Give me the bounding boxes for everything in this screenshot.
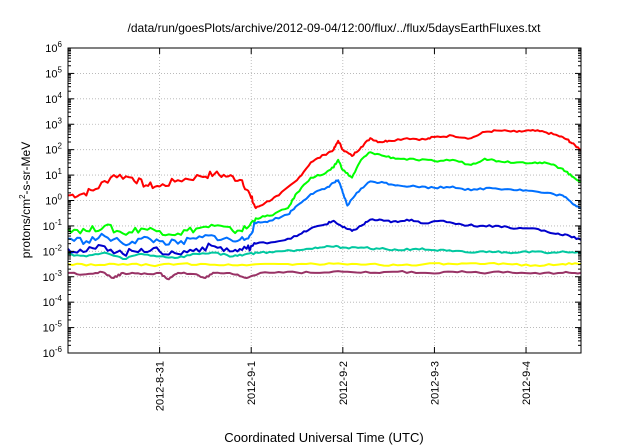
y-tick-label: 100: [45, 193, 62, 208]
x-axis-label: Coordinated Universal Time (UTC): [224, 430, 423, 445]
series-line: [67, 179, 582, 247]
x-tick-label: 2012-9-3: [429, 361, 441, 405]
y-tick-base: 10: [45, 94, 57, 106]
series-line: [68, 270, 582, 281]
series-line: [67, 262, 582, 268]
series-group: [67, 129, 582, 281]
y-tick-base: 10: [45, 170, 57, 182]
y-tick-label: 101: [45, 167, 62, 182]
y-tick-base: 10: [43, 221, 55, 233]
y-axis-label: protons/cm2-s-sr-MeV: [18, 142, 33, 258]
y-tick-label: 106: [45, 40, 62, 55]
y-axis-ticks: 10610510410310210110010-110-210-310-410-…: [43, 40, 581, 360]
y-tick-exp: -3: [55, 269, 63, 278]
y-tick-label: 10-3: [43, 269, 63, 284]
y-tick-exp: -4: [55, 294, 63, 303]
y-tick-label: 102: [45, 142, 62, 157]
y-tick-base: 10: [43, 246, 55, 258]
y-tick-base: 10: [43, 348, 55, 360]
y-tick-label: 10-1: [43, 218, 63, 233]
x-tick-label: 2012-9-1: [246, 361, 258, 405]
chart-title: /data/run/goesPlots/archive/2012-09-04/1…: [128, 21, 542, 35]
y-tick-label: 105: [45, 65, 62, 80]
x-axis-ticks: 2012-8-31 2012-9-1 2012-9-2 2012-9-3 2012-9-…: [155, 48, 533, 411]
y-tick-exp: 0: [58, 193, 63, 202]
y-tick-exp: 2: [58, 142, 63, 151]
plot-frame: [67, 47, 582, 354]
y-tick-label: 103: [45, 116, 62, 131]
y-tick-base: 10: [45, 196, 57, 208]
series-line: [67, 218, 582, 257]
y-tick-label: 104: [45, 91, 62, 106]
y-axis-label-sup: 2: [18, 194, 27, 199]
y-tick-base: 10: [45, 119, 57, 131]
y-axis-label-pre: protons/cm: [19, 199, 33, 258]
y-tick-label: 10-6: [43, 345, 63, 360]
y-tick-label: 10-2: [43, 243, 63, 258]
y-tick-base: 10: [45, 145, 57, 157]
y-tick-exp: -6: [55, 345, 63, 354]
y-tick-exp: -2: [55, 243, 63, 252]
y-tick-base: 10: [43, 297, 55, 309]
y-tick-base: 10: [45, 43, 57, 55]
series-line: [67, 244, 582, 260]
series-line: [67, 129, 582, 210]
y-tick-label: 10-4: [43, 294, 63, 309]
y-tick-exp: 1: [58, 167, 63, 176]
y-axis-label-post: -s-sr-MeV: [19, 142, 33, 195]
y-tick-base: 10: [43, 323, 55, 335]
y-tick-label: 10-5: [43, 320, 63, 335]
y-tick-exp: -1: [55, 218, 63, 227]
y-tick-exp: -5: [55, 320, 63, 329]
x-tick-label: 2012-8-31: [155, 361, 167, 411]
series-line: [67, 151, 582, 237]
y-tick-exp: 4: [58, 91, 63, 100]
x-tick-label: 2012-9-4: [521, 361, 533, 405]
y-tick-base: 10: [45, 68, 57, 80]
grid: [68, 48, 581, 353]
y-tick-exp: 6: [58, 40, 63, 49]
x-tick-label: 2012-9-2: [338, 361, 350, 405]
y-tick-exp: 3: [58, 116, 63, 125]
y-tick-exp: 5: [58, 65, 63, 74]
y-tick-base: 10: [43, 272, 55, 284]
